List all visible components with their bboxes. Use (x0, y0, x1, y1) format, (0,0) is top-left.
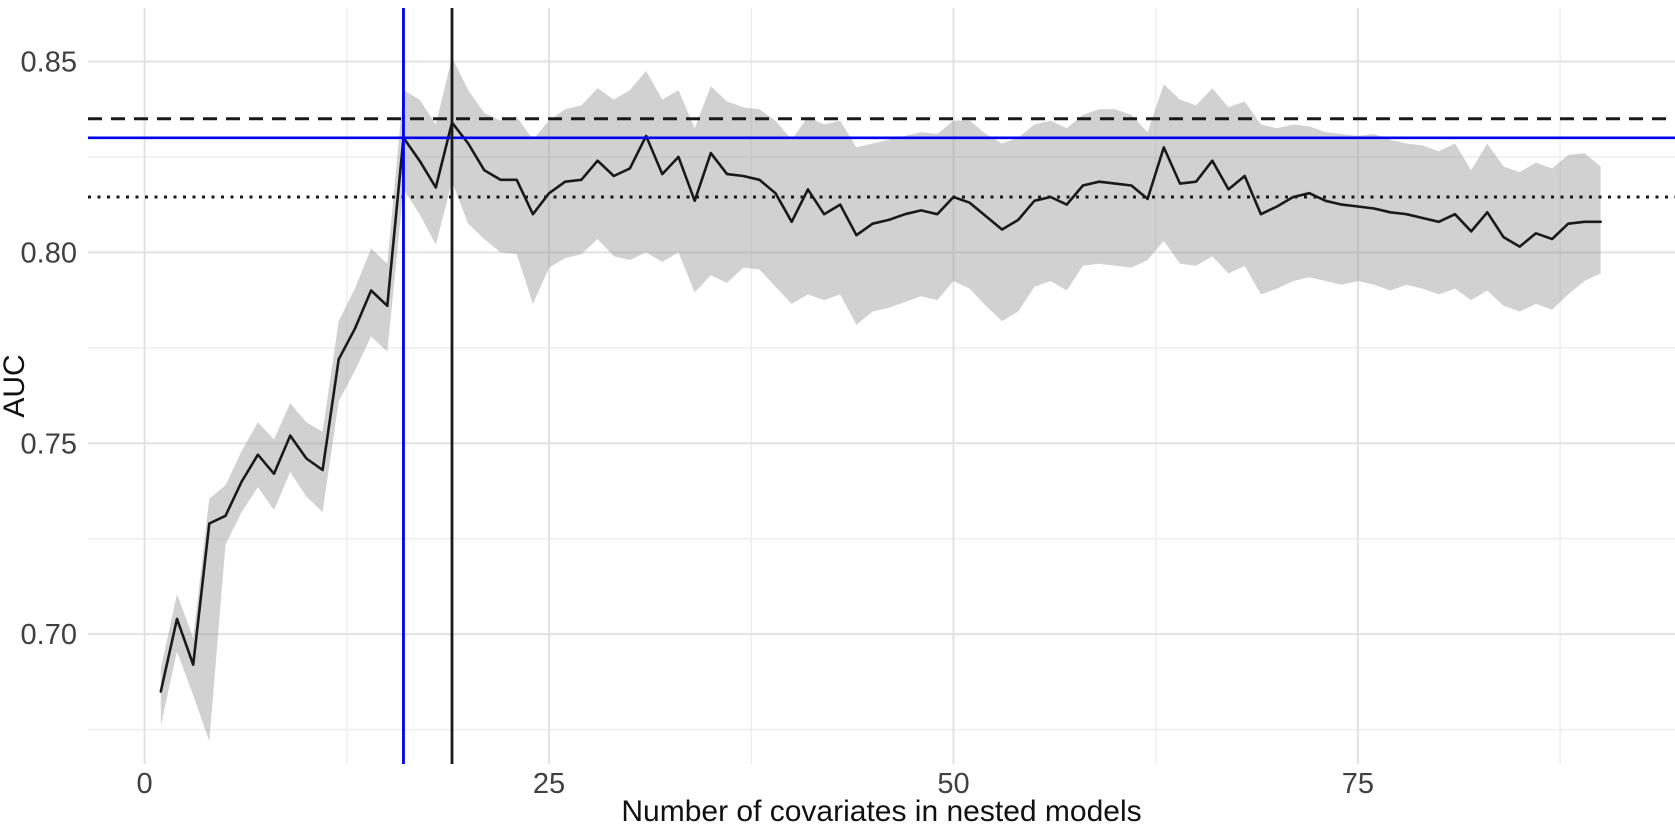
y-tick-label: 0.80 (21, 237, 77, 269)
x-tick-label: 75 (1342, 768, 1374, 800)
x-tick-label: 50 (937, 768, 969, 800)
x-tick-label: 0 (137, 768, 153, 800)
x-axis-title: Number of covariates in nested models (621, 795, 1142, 828)
y-tick-label: 0.75 (21, 428, 77, 460)
y-tick-label: 0.70 (21, 619, 77, 651)
confidence-ribbon (160, 57, 1601, 742)
y-tick-label: 0.85 (21, 46, 77, 78)
y-axis-title: AUC (0, 354, 31, 418)
x-tick-label: 25 (533, 768, 565, 800)
auc-line (159, 121, 1602, 693)
